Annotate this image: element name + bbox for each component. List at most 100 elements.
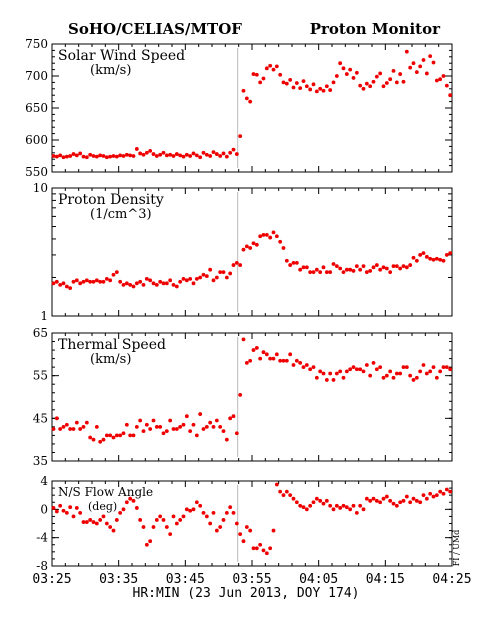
data-point bbox=[358, 267, 363, 272]
data-point bbox=[404, 265, 409, 270]
data-point bbox=[244, 525, 249, 529]
data-point bbox=[61, 424, 66, 429]
data-point bbox=[191, 151, 196, 156]
data-point bbox=[254, 242, 259, 247]
data-point bbox=[71, 427, 76, 431]
data-point bbox=[114, 433, 119, 438]
data-point bbox=[374, 263, 379, 267]
data-point bbox=[198, 412, 203, 416]
data-point bbox=[411, 496, 416, 501]
data-point bbox=[394, 80, 399, 85]
data-point bbox=[321, 265, 326, 270]
data-point bbox=[144, 276, 149, 281]
data-point bbox=[334, 74, 339, 78]
data-point bbox=[78, 281, 83, 286]
data-point bbox=[168, 152, 173, 157]
data-point bbox=[101, 154, 106, 158]
data-point bbox=[111, 528, 116, 533]
data-point bbox=[348, 367, 353, 372]
data-point bbox=[271, 230, 276, 235]
data-point bbox=[324, 84, 329, 89]
data-point bbox=[198, 275, 203, 280]
data-point bbox=[404, 494, 409, 499]
data-point bbox=[61, 281, 66, 286]
x-tick-label: 03:45 bbox=[166, 572, 205, 587]
y-tick-label: 35 bbox=[33, 454, 48, 468]
data-point bbox=[354, 510, 359, 515]
data-point bbox=[351, 76, 356, 80]
data-point bbox=[371, 496, 376, 501]
data-point bbox=[294, 500, 299, 505]
data-point bbox=[284, 489, 289, 494]
data-point bbox=[291, 260, 296, 265]
data-point bbox=[98, 439, 103, 444]
data-point bbox=[171, 154, 176, 158]
data-point bbox=[398, 266, 403, 271]
data-point bbox=[51, 154, 56, 158]
data-point bbox=[238, 532, 243, 537]
data-point bbox=[191, 507, 196, 512]
data-point bbox=[414, 258, 419, 263]
data-point bbox=[444, 83, 449, 88]
data-point bbox=[231, 263, 236, 267]
data-point bbox=[108, 433, 113, 438]
data-point bbox=[88, 152, 93, 157]
x-axis-label: HR:MIN (23 Jun 2013, DOY 174) bbox=[133, 586, 360, 601]
data-point bbox=[151, 152, 156, 156]
data-point bbox=[401, 365, 406, 370]
data-point bbox=[51, 427, 56, 431]
data-point bbox=[178, 424, 183, 429]
data-point bbox=[411, 61, 416, 66]
data-point bbox=[444, 253, 449, 257]
data-point bbox=[108, 278, 113, 283]
data-point bbox=[224, 510, 229, 515]
data-point bbox=[174, 521, 179, 526]
data-point bbox=[104, 433, 109, 438]
data-point bbox=[288, 263, 293, 267]
data-point bbox=[294, 260, 299, 265]
data-point bbox=[188, 508, 193, 513]
data-point bbox=[128, 433, 133, 438]
data-point bbox=[181, 422, 186, 427]
data-point bbox=[378, 365, 383, 370]
panel-title: Solar Wind Speed bbox=[58, 48, 185, 64]
data-point bbox=[341, 503, 346, 508]
data-point bbox=[214, 528, 219, 533]
data-point bbox=[264, 352, 269, 357]
data-point bbox=[168, 278, 173, 283]
data-point bbox=[254, 346, 259, 350]
data-point bbox=[444, 365, 449, 370]
data-point bbox=[348, 267, 353, 272]
data-point bbox=[164, 525, 169, 529]
data-point bbox=[304, 265, 309, 270]
data-point bbox=[221, 518, 226, 522]
data-point bbox=[351, 269, 356, 273]
data-point bbox=[391, 501, 396, 506]
data-point bbox=[238, 263, 243, 267]
data-point bbox=[228, 150, 233, 155]
data-point bbox=[64, 284, 69, 289]
data-point bbox=[84, 420, 89, 425]
data-point bbox=[348, 507, 353, 512]
data-point bbox=[164, 281, 169, 286]
data-point bbox=[144, 422, 149, 427]
data-point bbox=[144, 150, 149, 155]
data-point bbox=[181, 276, 186, 281]
data-point bbox=[124, 152, 129, 157]
data-point bbox=[308, 503, 313, 508]
data-point bbox=[161, 150, 166, 155]
data-point bbox=[298, 267, 303, 272]
data-point bbox=[81, 520, 86, 524]
data-point bbox=[218, 424, 223, 429]
data-point bbox=[194, 433, 199, 438]
data-point bbox=[188, 276, 193, 281]
data-point bbox=[304, 363, 309, 367]
data-point bbox=[251, 241, 256, 246]
data-point bbox=[388, 369, 393, 374]
data-point bbox=[128, 282, 133, 287]
panel-title: Proton Density bbox=[58, 192, 164, 208]
data-point bbox=[108, 154, 113, 159]
data-point bbox=[204, 152, 209, 157]
data-point bbox=[164, 153, 169, 158]
data-point bbox=[434, 78, 439, 83]
